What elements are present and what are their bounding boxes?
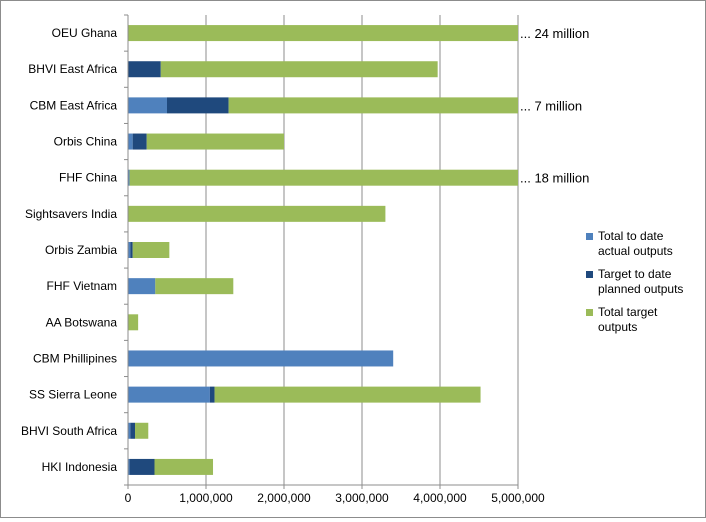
bar-cbm-east-africa-target-to-date-planned-outputs (167, 97, 229, 114)
tick-labels: 0 1,000,000 2,000,000 3,000,000 4,000,000 5,0… (125, 491, 545, 505)
bar-bhvi-east-africa-target-to-date-planned-outputs (128, 61, 161, 78)
bar-bhvi-south-africa-total-target-outputs (135, 422, 149, 439)
legend-label: planned outputs (598, 282, 683, 296)
bar-bhvi-south-africa-target-to-date-planned-outputs (130, 422, 136, 439)
legend-label: actual outputs (598, 244, 673, 258)
bar-fhf-china-total-to-date-actual-outputs (128, 169, 130, 186)
category-label-sightsavers-india: Sightsavers India (25, 207, 117, 221)
bar-cbm-east-africa-total-target-outputs (228, 97, 518, 114)
legend-label: Total to date (598, 229, 664, 243)
category-label-aa-botswana: AA Botswana (46, 315, 118, 329)
bar-ss-sierra-leone-total-to-date-actual-outputs (128, 386, 210, 403)
bar-orbis-china-total-to-date-actual-outputs (128, 133, 133, 150)
bar-orbis-zambia-total-target-outputs (132, 242, 170, 258)
category-label-fhf-china: FHF China (59, 171, 117, 185)
category-labels: OEU Ghana BHVI East Africa CBM East Africa… (21, 26, 117, 474)
legend-swatch (586, 233, 593, 240)
x-tick-label: 4,000,000 (413, 491, 467, 505)
legend-label: outputs (598, 320, 637, 334)
bar-orbis-zambia-total-to-date-actual-outputs (128, 242, 131, 258)
annotation-fhf-china: ... 18 million (520, 171, 589, 186)
bar-cbm-phillipines-total-to-date-actual-outputs (128, 350, 394, 367)
bar-cbm-east-africa-total-to-date-actual-outputs (128, 97, 167, 114)
category-label-ss-sierra-leone: SS Sierra Leone (29, 388, 117, 402)
gridlines (205, 15, 519, 485)
bars (128, 25, 518, 475)
category-label-cbm-phillipines: CBM Phillipines (33, 351, 117, 365)
category-label-bhvi-east-africa: BHVI East Africa (28, 62, 117, 76)
category-label-oeu-ghana: OEU Ghana (52, 26, 118, 40)
bar-aa-botswana-total-target-outputs (128, 314, 139, 331)
category-label-hki-indonesia: HKI Indonesia (42, 460, 118, 474)
bar-orbis-zambia-target-to-date-planned-outputs (130, 242, 133, 258)
x-tick-label: 0 (125, 491, 132, 505)
x-tick-label: 2,000,000 (257, 491, 311, 505)
bar-oeu-ghana-total-target-outputs (128, 25, 518, 42)
x-tick-label: 1,000,000 (179, 491, 233, 505)
annotations: ... 24 million ... 7 million ... 18 millio… (520, 26, 589, 186)
category-label-bhvi-south-africa: BHVI South Africa (21, 424, 117, 438)
bar-orbis-china-total-target-outputs (146, 133, 284, 150)
bar-bhvi-east-africa-total-target-outputs (160, 61, 438, 78)
bar-fhf-vietnam-total-target-outputs (155, 278, 234, 295)
bar-hki-indonesia-target-to-date-planned-outputs (129, 458, 155, 475)
annotation-oeu-ghana: ... 24 million (520, 26, 589, 41)
annotation-cbm-east-africa: ... 7 million (520, 98, 582, 113)
bar-ss-sierra-leone-target-to-date-planned-outputs (209, 386, 215, 403)
bar-fhf-china-total-target-outputs (129, 169, 518, 186)
bar-hki-indonesia-total-target-outputs (154, 458, 214, 475)
legend-swatch (586, 309, 593, 316)
legend-label: Total target (598, 305, 658, 319)
category-label-fhf-vietnam: FHF Vietnam (47, 279, 117, 293)
axes (124, 14, 519, 489)
bar-sightsavers-india-total-target-outputs (128, 205, 386, 222)
x-tick-label: 5,000,000 (491, 491, 545, 505)
x-tick-label: 3,000,000 (335, 491, 389, 505)
category-label-orbis-china: Orbis China (54, 135, 118, 149)
bar-orbis-china-target-to-date-planned-outputs (132, 133, 147, 150)
bar-ss-sierra-leone-total-target-outputs (214, 386, 481, 403)
legend-label: Target to date (598, 267, 672, 281)
category-label-orbis-zambia: Orbis Zambia (45, 243, 117, 257)
bar-hki-indonesia-total-to-date-actual-outputs (128, 458, 130, 475)
legend-swatch (586, 271, 593, 278)
category-label-cbm-east-africa: CBM East Africa (30, 98, 118, 112)
bar-bhvi-south-africa-total-to-date-actual-outputs (128, 422, 131, 439)
bar-fhf-vietnam-total-to-date-actual-outputs (128, 278, 156, 295)
